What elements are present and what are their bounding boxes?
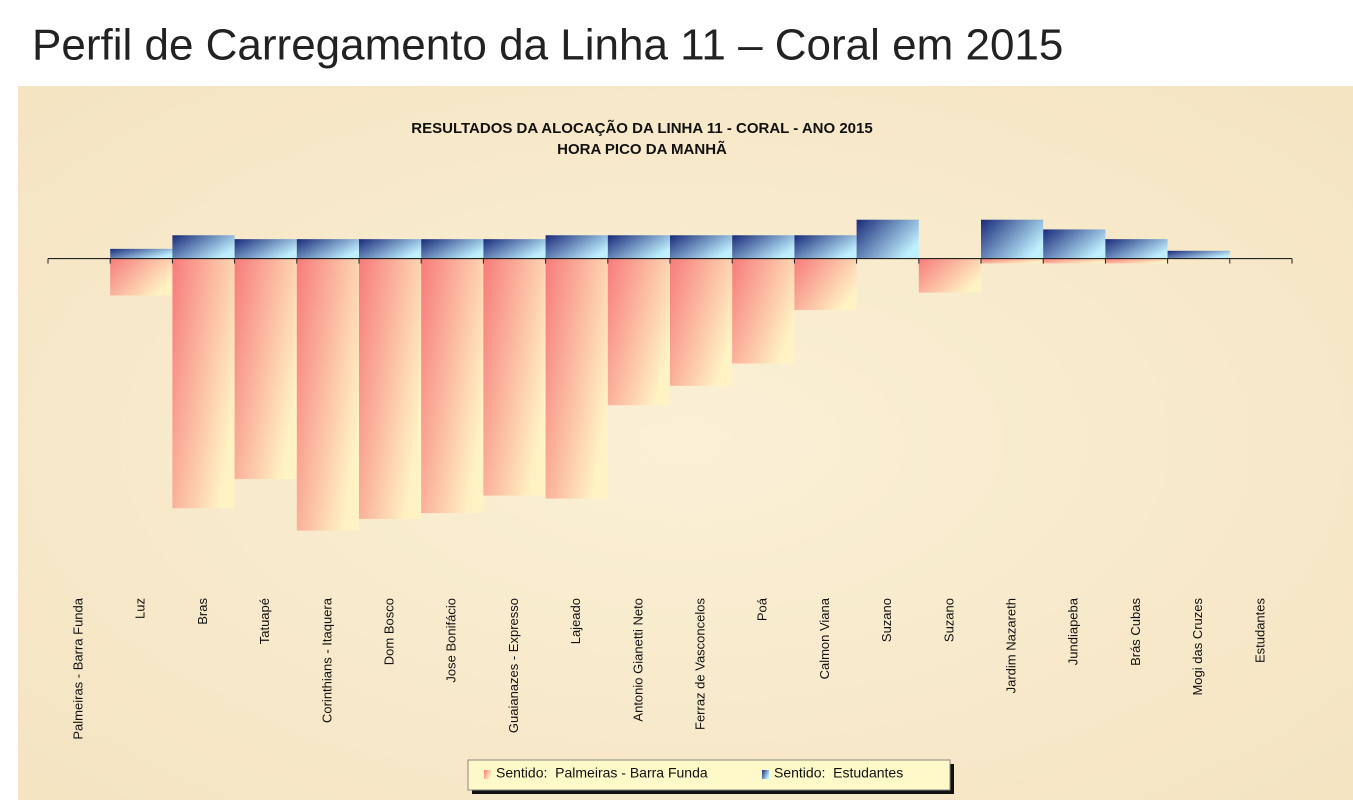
- x-tick-label: Jundiapeba: [1066, 597, 1081, 665]
- x-tick-label: Bras: [195, 598, 210, 625]
- x-tick-label: Jardim Nazareth: [1004, 598, 1019, 693]
- x-tick-label: Mogi das Cruzes: [1190, 598, 1205, 696]
- bar: [545, 235, 608, 259]
- bar: [981, 258, 1044, 264]
- bar: [918, 258, 981, 293]
- bar: [670, 258, 733, 386]
- legend-swatch: [762, 770, 769, 779]
- x-tick-label: Corinthians - Itaquera: [319, 597, 334, 723]
- bar: [296, 239, 359, 259]
- x-tick-label: Guaianazes - Expresso: [506, 598, 521, 733]
- slide-title: Perfil de Carregamento da Linha 11 – Cor…: [32, 21, 1063, 70]
- x-tick-label: Ferraz de Vasconcelos: [693, 598, 708, 730]
- bar: [483, 239, 546, 259]
- bar: [794, 258, 857, 311]
- legend-label: Sentido: Palmeiras - Barra Funda: [496, 765, 708, 781]
- bar: [670, 235, 733, 259]
- legend-swatch: [484, 770, 491, 779]
- bar: [172, 258, 235, 509]
- bar: [110, 248, 173, 259]
- bar: [856, 219, 919, 259]
- x-tick-label: Jose Bonifácio: [444, 598, 459, 683]
- x-tick-label: Suzano: [941, 598, 956, 642]
- bar: [1105, 258, 1168, 264]
- legend: [467, 759, 951, 791]
- bar: [1167, 250, 1230, 259]
- bar: [234, 258, 297, 480]
- bar: [172, 235, 235, 259]
- x-tick-label: Brás Cubas: [1128, 598, 1143, 666]
- bar: [607, 235, 670, 259]
- bar: [421, 239, 484, 259]
- bar: [607, 258, 670, 406]
- x-tick-label: Suzano: [879, 598, 894, 642]
- x-tick-label: Poá: [755, 597, 770, 621]
- chart-title: RESULTADOS DA ALOCAÇÃO DA LINHA 11 - COR…: [411, 119, 872, 137]
- bar: [732, 258, 795, 364]
- bar: [732, 235, 795, 259]
- x-tick-label: Calmon Viana: [817, 597, 832, 679]
- x-tick-label: Antonio Gianetti Neto: [630, 598, 645, 722]
- bar: [794, 235, 857, 259]
- chart-subtitle: HORA PICO DA MANHÃ: [557, 140, 727, 158]
- x-tick-label: Estudantes: [1252, 598, 1267, 664]
- bar: [234, 239, 297, 259]
- bar: [421, 258, 484, 514]
- x-tick-label: Palmeiras - Barra Funda: [71, 597, 86, 739]
- bar: [1043, 258, 1106, 264]
- bar: [296, 258, 359, 531]
- x-tick-label: Luz: [133, 598, 148, 619]
- bar: [359, 258, 422, 519]
- x-tick-label: Dom Bosco: [382, 598, 397, 665]
- bar: [110, 258, 173, 296]
- bar: [359, 239, 422, 259]
- x-tick-label: Lajeado: [568, 598, 583, 644]
- bar: [483, 258, 546, 496]
- bar: [981, 219, 1044, 259]
- bar: [1105, 239, 1168, 259]
- bar: [545, 258, 608, 499]
- bar: [1043, 229, 1106, 259]
- legend-label: Sentido: Estudantes: [774, 765, 903, 781]
- x-tick-label: Tatuapé: [257, 598, 272, 644]
